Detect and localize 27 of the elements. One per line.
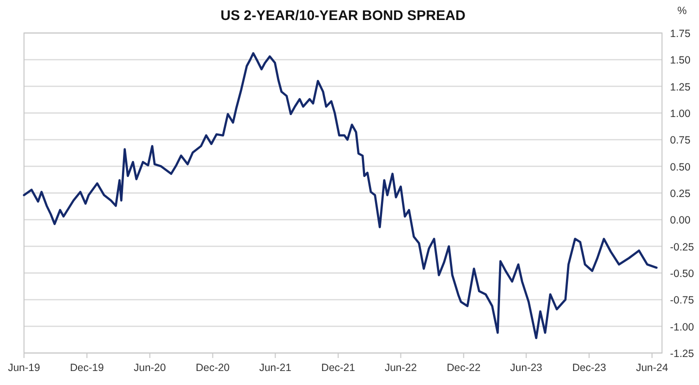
- x-tick-label: Jun-23: [510, 362, 542, 374]
- x-tick-label: Dec-22: [446, 362, 481, 374]
- y-axis-title: %: [677, 5, 687, 17]
- x-tick-label: Dec-23: [572, 362, 606, 374]
- y-tick-label: -0.75: [670, 294, 694, 307]
- y-tick-label: -0.50: [670, 268, 694, 280]
- x-tick-label: Jun-22: [384, 362, 417, 374]
- x-tick-label: Jun-21: [259, 362, 292, 374]
- x-tick-label: Jun-20: [134, 362, 166, 374]
- y-tick-label: 0.50: [670, 161, 691, 174]
- x-tick-label: Jun-24: [636, 362, 668, 374]
- y-tick-label: 1.25: [670, 81, 691, 94]
- chart-title: US 2-YEAR/10-YEAR BOND SPREAD: [220, 7, 466, 23]
- y-tick-label: 1.75: [670, 28, 691, 40]
- y-tick-label: -1.00: [670, 321, 694, 334]
- line-series: [22, 52, 658, 340]
- y-tick-label: 1.00: [670, 108, 691, 120]
- x-tick-label: Dec-19: [70, 362, 104, 374]
- x-tick-label: Jun-19: [8, 362, 40, 374]
- x-tick-label: Dec-21: [321, 362, 356, 374]
- y-tick-label: 0.75: [670, 134, 691, 147]
- x-tick-label: Dec-20: [196, 362, 230, 374]
- y-tick-label: 0.25: [670, 188, 691, 200]
- y-tick-label: 1.50: [670, 54, 691, 67]
- y-tick-label: 0.00: [670, 214, 691, 227]
- y-tick-label: -0.25: [670, 241, 694, 254]
- y-tick-label: -1.25: [670, 348, 694, 360]
